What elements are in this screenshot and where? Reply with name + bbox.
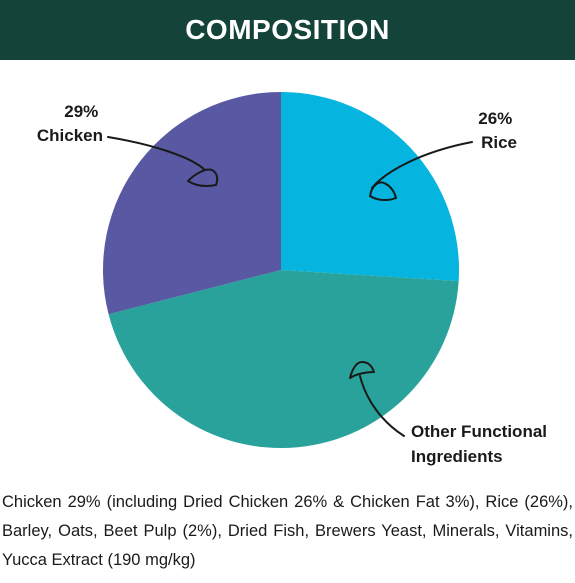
arrowhead-chicken [187,168,219,187]
slice-label-other-line-1: Other Functional [411,422,547,441]
pie-slice-chicken [102,91,282,315]
svg-text:26% Rice: 26% Rice [478,109,517,152]
composition-description: Chicken 29% (including Dried Chicken 26%… [2,493,573,569]
svg-text:Other Functional Ingre: Other Functional Ingredients [411,422,552,466]
arrowhead-rice [369,181,397,202]
svg-text:29% Chicken: 29% Chicken [37,102,103,145]
callout-arrow-other [359,375,405,437]
callout-chicken: 29% Chicken [37,102,219,187]
pie-slices [102,91,460,449]
slice-label-chicken-percent: 29% [64,102,98,121]
arrowhead-other [349,361,375,379]
pie-slice-rice [281,92,460,282]
slice-label-rice-percent: 26% [478,109,512,128]
callout-rice: 26% Rice [369,109,517,202]
slice-label-other-line-2: Ingredients [411,447,503,466]
header-banner: COMPOSITION [0,0,575,60]
page-title: COMPOSITION [185,14,390,45]
callout-arrow-chicken [107,136,206,171]
callout-other: Other Functional Ingredients [349,361,552,466]
slice-label-rice-name: Rice [481,133,517,152]
pie-chart: 26% Rice 29% Chicken Other Functional In… [37,91,552,466]
slice-label-chicken-name: Chicken [37,126,103,145]
